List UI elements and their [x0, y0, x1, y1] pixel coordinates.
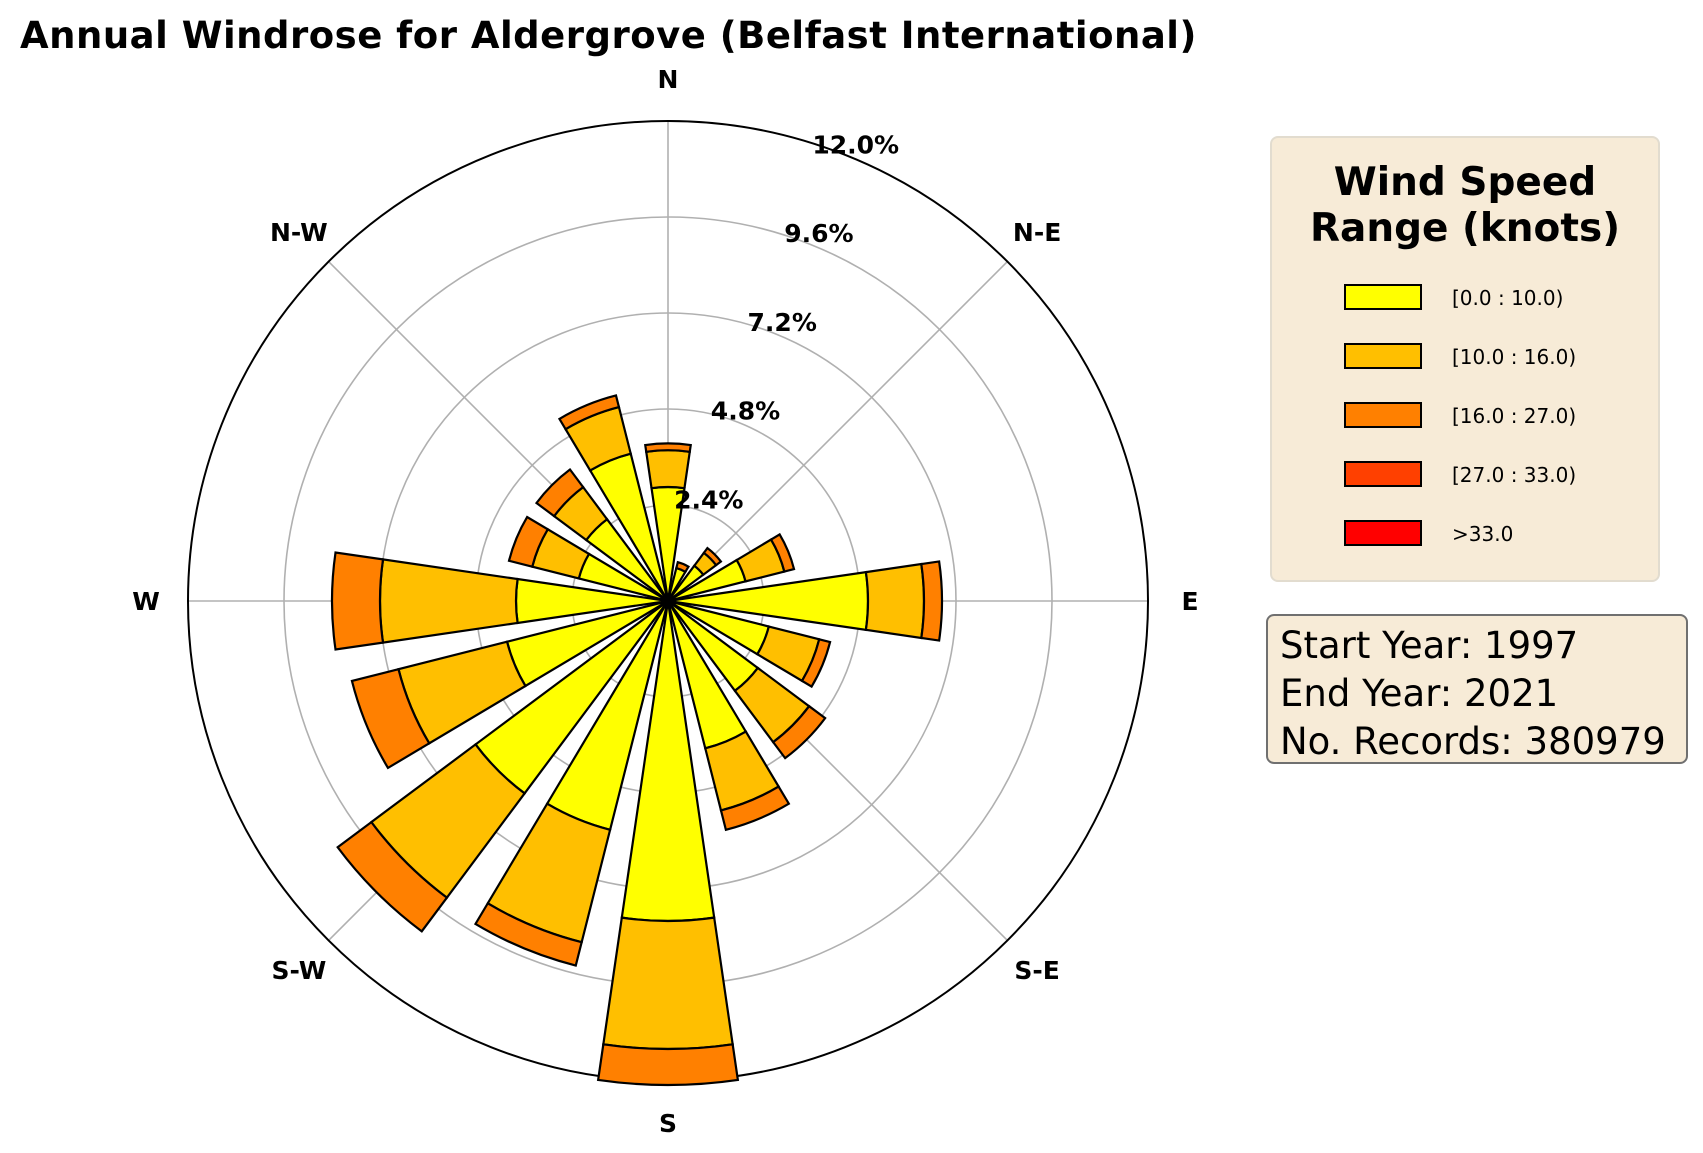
radial-tick-label: 2.4%	[674, 485, 743, 514]
legend-swatch-4	[1344, 520, 1422, 546]
bar-segment	[644, 442, 692, 454]
bar-segment	[620, 600, 716, 923]
bar-segment	[336, 820, 449, 933]
labels: 2.4% 4.8% 7.2% 9.6% 12.0% N N-E E S-E S S-W W N-W	[132, 65, 1198, 1138]
legend-title-line1: Wind Speed	[1333, 160, 1597, 205]
bar-segment	[330, 551, 385, 651]
stats-box: Start Year: 1997 End Year: 2021 No. Reco…	[1266, 614, 1688, 764]
record-count: No. Records: 380979	[1280, 720, 1666, 763]
bar-segment	[800, 637, 832, 689]
direction-label: N	[658, 65, 679, 94]
legend-swatch-3	[1344, 461, 1422, 487]
bar-segment	[596, 1043, 740, 1087]
radial-tick-label: 9.6%	[784, 219, 853, 248]
bar-segment	[667, 570, 870, 632]
legend-title-line2: Range (knots)	[1309, 206, 1621, 251]
bar-segment	[864, 562, 926, 640]
bar-segment	[920, 560, 944, 642]
start-year: Start Year: 1997	[1280, 624, 1579, 667]
direction-label: S-E	[1014, 956, 1059, 985]
end-year: End Year: 2021	[1280, 672, 1559, 715]
direction-label: W	[132, 587, 160, 616]
legend-label: [10.0 : 16.0)	[1452, 345, 1577, 369]
direction-label: S-W	[271, 956, 326, 985]
direction-label: N-W	[270, 218, 328, 247]
direction-label: S	[659, 1109, 677, 1138]
windrose-chart: 2.4% 4.8% 7.2% 9.6% 12.0% N N-E E S-E S S-W W N-W	[132, 65, 1198, 1138]
chart-title: Annual Windrose for Aldergrove (Belfast …	[20, 14, 1197, 57]
bar-segment	[771, 704, 827, 760]
bar-segment	[702, 546, 723, 567]
direction-label: E	[1181, 587, 1198, 616]
bar-segment	[507, 515, 550, 568]
bar-segment	[350, 667, 431, 770]
legend-label: >33.0	[1452, 522, 1514, 546]
legend-swatch-1	[1344, 343, 1422, 369]
legend-swatch-2	[1344, 402, 1422, 428]
legend-label: [0.0 : 10.0)	[1452, 286, 1564, 310]
legend-swatch-0	[1344, 284, 1422, 310]
legend-title: Wind Speed Range (knots)	[1272, 160, 1658, 252]
bar-segment	[473, 901, 583, 967]
bar-segment	[378, 558, 519, 644]
bars	[330, 394, 944, 1087]
radial-tick-label: 12.0%	[812, 131, 899, 160]
grid-spoke	[667, 261, 1008, 602]
bar-segment	[602, 916, 734, 1051]
bar-segment	[534, 467, 585, 518]
bar-segment	[769, 532, 796, 573]
radial-tick-label: 4.8%	[711, 397, 780, 426]
radial-tick-label: 7.2%	[748, 308, 817, 337]
bar-segment	[675, 560, 690, 574]
direction-label: N-E	[1013, 218, 1061, 247]
bar-segment	[644, 449, 692, 490]
legend-label: [27.0 : 33.0)	[1452, 463, 1577, 487]
legend-label: [16.0 : 27.0)	[1452, 404, 1577, 428]
bar-segment	[719, 785, 791, 832]
bar-segment	[514, 577, 669, 625]
bar-segment	[557, 394, 621, 431]
legend-panel: Wind Speed Range (knots) [0.0 : 10.0) [1…	[1270, 136, 1660, 582]
